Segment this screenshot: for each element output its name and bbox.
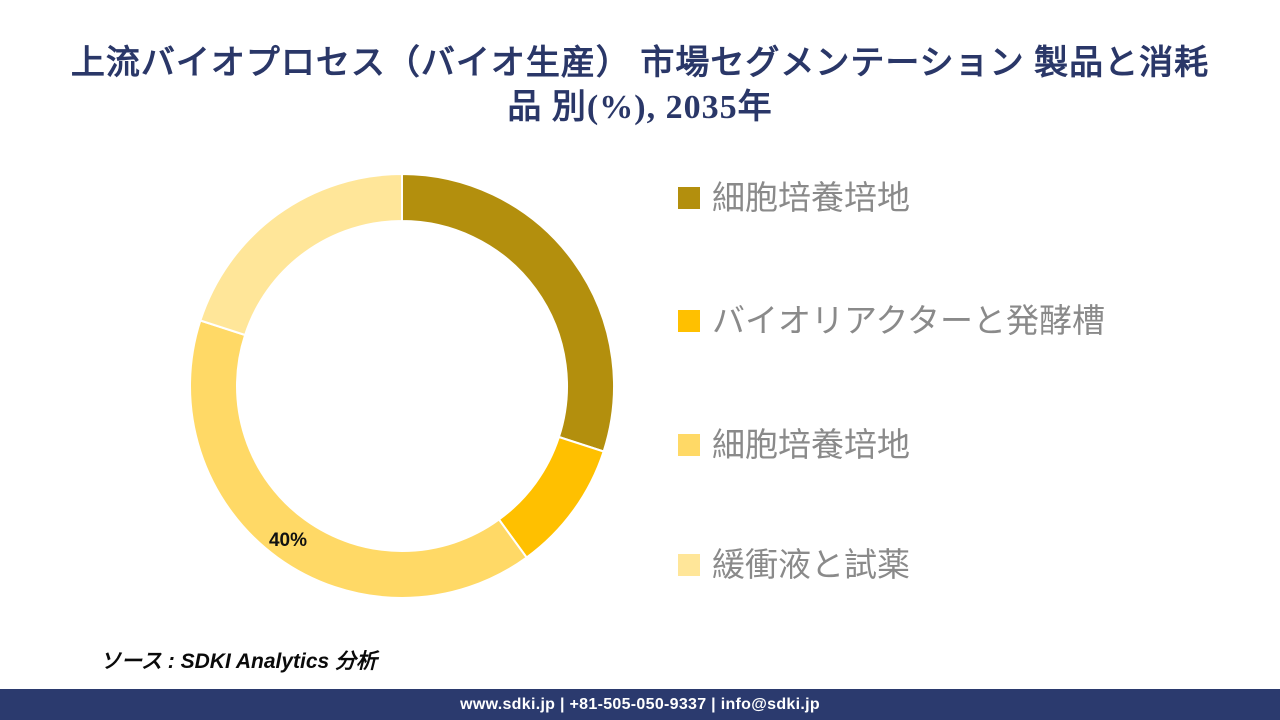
footer-contact-text: www.sdki.jp | +81-505-050-9337 | info@sd… — [460, 695, 820, 713]
page-title: 上流バイオプロセス（バイオ生産） 市場セグメンテーション 製品と消耗 品 別(%… — [12, 42, 1268, 130]
source-note: ソース : SDKI Analytics 分析 — [100, 650, 378, 673]
legend-item-bioreactors-fermenters: バイオリアクターと発酵槽 — [678, 299, 1105, 343]
legend-swatch-icon — [678, 310, 700, 332]
page-title-line-2: 品 別(%), 2035年 — [507, 89, 773, 126]
legend-swatch-icon — [678, 187, 700, 209]
donut-segment-2 — [189, 319, 528, 599]
legend-item-cell-culture-media-dark: 細胞培養培地 — [678, 176, 910, 220]
legend-swatch-icon — [678, 434, 700, 456]
legend-swatch-icon — [678, 554, 700, 576]
legend-item-label: 緩衝液と試薬 — [712, 546, 910, 583]
page-title-line-1: 上流バイオプロセス（バイオ生産） 市場セグメンテーション 製品と消耗 — [70, 45, 1210, 82]
legend-item-label: 細胞培養培地 — [712, 426, 910, 463]
donut-segment-0 — [401, 173, 615, 453]
donut-chart — [189, 173, 615, 599]
footer-bar: www.sdki.jp | +81-505-050-9337 | info@sd… — [0, 689, 1280, 720]
legend-item-label: バイオリアクターと発酵槽 — [712, 302, 1106, 339]
legend-item-label: 細胞培養培地 — [712, 179, 910, 216]
data-label-40-percent: 40% — [268, 530, 308, 551]
donut-segment-3 — [199, 173, 403, 337]
legend-item-buffers-reagents: 緩衝液と試薬 — [678, 543, 910, 587]
legend-item-cell-culture-media-light: 細胞培養培地 — [678, 423, 910, 467]
